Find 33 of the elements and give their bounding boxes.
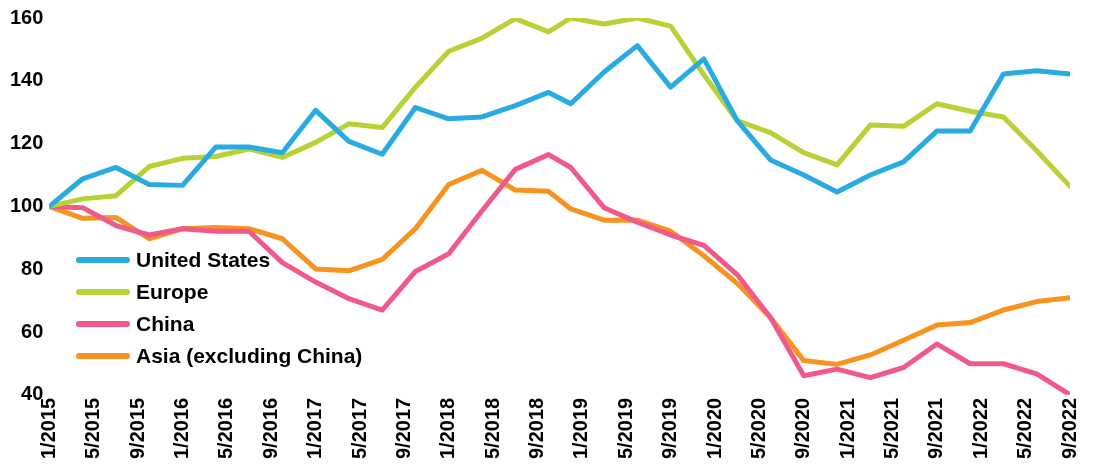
x-tick-label: 9/2019 [658, 397, 681, 459]
x-tick-label: 5/2019 [613, 397, 636, 459]
y-tick-label: 100 [9, 193, 44, 216]
y-tick-label: 80 [21, 256, 44, 279]
x-tick-label: 5/2016 [214, 397, 237, 459]
legend-label: United States [136, 248, 271, 272]
x-tick-label: 1/2021 [835, 397, 858, 459]
x-tick-label: 9/2016 [258, 397, 281, 459]
y-tick-label: 60 [21, 319, 44, 342]
x-tick-label: 1/2022 [968, 397, 991, 459]
x-tick-label: 1/2018 [436, 397, 459, 459]
x-tick-label: 5/2022 [1013, 397, 1036, 459]
y-tick-label: 140 [9, 68, 44, 91]
x-tick-label: 5/2018 [480, 397, 503, 459]
y-tick-label: 120 [9, 131, 44, 154]
x-tick-label: 5/2015 [81, 397, 104, 459]
x-tick-label: 9/2022 [1057, 397, 1080, 459]
x-tick-label: 5/2020 [746, 397, 769, 459]
x-tick-label: 9/2017 [391, 397, 414, 459]
x-tick-label: 5/2017 [347, 397, 370, 459]
x-tick-label: 9/2015 [125, 397, 148, 459]
legend-label: Europe [136, 280, 209, 304]
x-tick-label: 1/2019 [569, 397, 592, 459]
x-tick-label: 9/2018 [525, 397, 548, 459]
x-tick-label: 5/2021 [880, 397, 903, 459]
x-tick-label: 1/2020 [702, 397, 725, 459]
x-tick-label: 1/2016 [170, 397, 193, 459]
x-tick-label: 1/2017 [303, 397, 326, 459]
legend-label: Asia (excluding China) [136, 344, 363, 368]
legend-label: China [136, 312, 195, 336]
x-tick-label: 9/2020 [791, 397, 814, 459]
x-tick-label: 9/2021 [924, 397, 947, 459]
y-tick-label: 160 [9, 5, 44, 28]
